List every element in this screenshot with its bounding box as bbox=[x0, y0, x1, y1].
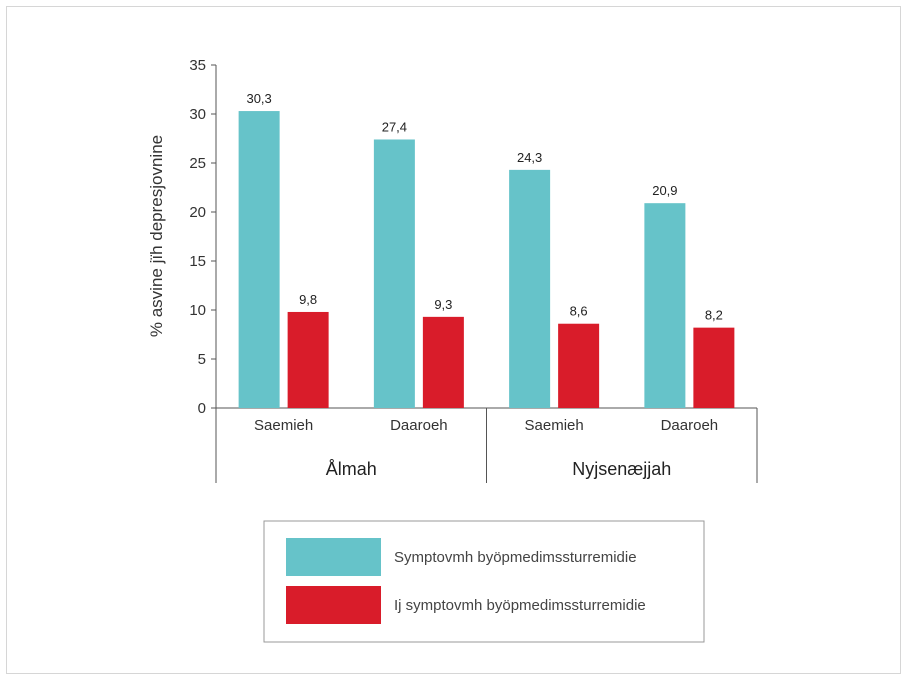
bar-symptoms bbox=[509, 169, 551, 408]
data-label: 9,8 bbox=[299, 292, 317, 307]
y-tick-label: 25 bbox=[189, 155, 206, 172]
bar-no-symptoms bbox=[558, 323, 600, 408]
bar-no-symptoms bbox=[287, 311, 329, 408]
legend-swatch bbox=[286, 538, 381, 576]
data-label: 20,9 bbox=[652, 183, 677, 198]
data-label: 9,3 bbox=[434, 297, 452, 312]
data-label: 30,3 bbox=[246, 91, 271, 106]
bar-no-symptoms bbox=[693, 327, 735, 408]
bar-symptoms bbox=[373, 139, 415, 409]
y-tick-label: 15 bbox=[189, 253, 206, 270]
y-tick-label: 10 bbox=[189, 302, 206, 319]
legend-entry: Ij symptovmh byöpmedimssturremidie bbox=[394, 597, 646, 614]
data-label: 8,2 bbox=[705, 308, 723, 323]
data-label: 8,6 bbox=[570, 304, 588, 319]
y-axis-label: % asvine jïh depresjovnine bbox=[147, 135, 166, 337]
legend: Symptovmh byöpmedimssturremidie Ij sympto… bbox=[263, 520, 705, 643]
group-label: Nyjsenæjjah bbox=[572, 459, 671, 479]
bar-symptoms bbox=[644, 203, 686, 408]
legend-entry: Symptovmh byöpmedimssturremidie bbox=[394, 549, 637, 566]
y-tick-label: 5 bbox=[198, 351, 206, 368]
bar-no-symptoms bbox=[422, 316, 464, 408]
labels: 30,3 9,8 Saemieh 27,4 9,3 Daaroeh Ålmah 24,3 8,6… bbox=[246, 91, 722, 479]
category-label: Daaroeh bbox=[661, 417, 719, 434]
y-tick-label: 0 bbox=[198, 400, 206, 417]
legend-swatch bbox=[286, 586, 381, 624]
data-label: 27,4 bbox=[382, 119, 407, 134]
category-label: Saemieh bbox=[525, 417, 584, 434]
y-tick-label: 20 bbox=[189, 204, 206, 221]
bars bbox=[238, 111, 735, 409]
category-label: Daaroeh bbox=[390, 417, 448, 434]
group-label: Ålmah bbox=[326, 459, 377, 479]
y-tick-label: 30 bbox=[189, 106, 206, 123]
data-label: 24,3 bbox=[517, 150, 542, 165]
category-label: Saemieh bbox=[254, 417, 313, 434]
y-tick-label: 35 bbox=[189, 57, 206, 74]
bar-symptoms bbox=[238, 111, 280, 408]
